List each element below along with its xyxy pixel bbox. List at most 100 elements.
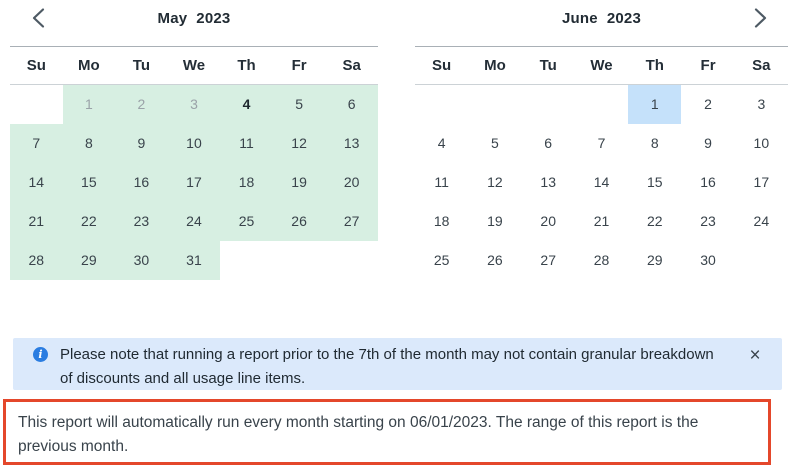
date-cell[interactable]: 14 [10, 162, 63, 202]
date-cell[interactable]: 11 [220, 123, 273, 163]
date-cell[interactable]: 30 [115, 240, 168, 280]
empty-date-cell [575, 85, 628, 124]
schedule-note-text: This report will automatically run every… [18, 414, 699, 455]
date-cell[interactable]: 20 [325, 162, 378, 202]
date-cell[interactable]: 10 [167, 123, 221, 163]
date-cell[interactable]: 20 [540, 213, 556, 229]
close-icon: × [749, 345, 761, 366]
chevron-right-icon [752, 7, 769, 29]
date-cell[interactable]: 28 [10, 240, 63, 280]
date-cell[interactable]: 2 [115, 84, 168, 124]
day-name-fr: Fr [272, 46, 326, 85]
date-cell[interactable]: 5 [491, 135, 499, 151]
date-cell[interactable]: 8 [62, 123, 116, 163]
empty-date-cell [10, 85, 63, 124]
date-cell[interactable]: 29 [62, 240, 116, 280]
date-cell[interactable]: 5 [272, 84, 326, 124]
date-cell[interactable]: 11 [434, 174, 449, 190]
date-cell[interactable]: 7 [597, 135, 606, 151]
day-name-sa: Sa [734, 46, 788, 85]
calendar-june: June 2023 Su Mo Tu We Th Fr Sa [415, 0, 788, 280]
day-name-mo: Mo [468, 46, 522, 85]
date-cell[interactable]: 15 [646, 174, 663, 190]
date-cell[interactable]: 4 [437, 135, 446, 151]
date-cell[interactable]: 1 [628, 84, 682, 124]
date-cell[interactable]: 16 [115, 162, 168, 202]
date-cell[interactable]: 22 [646, 213, 663, 229]
date-cell[interactable]: 27 [325, 201, 378, 241]
date-cell[interactable]: 23 [700, 213, 716, 229]
date-cell[interactable]: 6 [325, 84, 378, 124]
date-cell[interactable]: 4 [220, 84, 273, 124]
date-cell[interactable]: 1 [62, 84, 116, 124]
date-cell[interactable]: 29 [646, 252, 663, 268]
prev-month-button[interactable] [24, 3, 52, 33]
date-cell[interactable]: 2 [704, 96, 712, 113]
day-name-sa: Sa [325, 46, 378, 85]
date-cell[interactable]: 6 [544, 135, 553, 151]
date-cell[interactable]: 17 [167, 162, 221, 202]
date-cell[interactable]: 19 [487, 213, 503, 229]
calendar-june-header: June 2023 [415, 0, 788, 46]
day-name-tu: Tu [521, 46, 575, 85]
banner-close-button[interactable]: × [744, 344, 766, 368]
day-name-we: We [574, 46, 629, 85]
calendar-may-header: May 2023 [10, 0, 378, 46]
date-cell[interactable]: 13 [325, 123, 378, 163]
calendar-june-grid: Su Mo Tu We Th Fr Sa 1 2 3 4 5 6 7 8 9 10 11 12 13 14… [415, 46, 788, 280]
info-banner-text: Please note that running a report prior … [60, 346, 714, 387]
date-cell[interactable]: 23 [115, 201, 168, 241]
date-cell[interactable]: 16 [700, 174, 716, 190]
day-name-tu: Tu [115, 46, 168, 85]
date-cell[interactable]: 12 [272, 123, 326, 163]
day-name-fr: Fr [681, 46, 735, 85]
empty-date-cell [522, 85, 575, 124]
day-name-su: Su [415, 46, 469, 85]
date-cell[interactable]: 10 [753, 135, 770, 151]
date-cell[interactable]: 25 [433, 252, 450, 268]
calendar-year-label: 2023 [606, 10, 641, 27]
next-month-button[interactable] [746, 3, 774, 33]
date-cell[interactable]: 19 [272, 162, 326, 202]
day-name-th: Th [220, 46, 273, 85]
date-cell[interactable]: 7 [10, 123, 63, 163]
calendar-month-label: June [562, 10, 598, 27]
date-cell[interactable]: 24 [753, 213, 770, 229]
day-name-th: Th [628, 46, 682, 85]
calendar-year-label: 2023 [196, 10, 231, 27]
empty-date-cell [325, 241, 378, 280]
date-cell[interactable]: 18 [220, 162, 273, 202]
date-cell[interactable]: 17 [753, 174, 770, 190]
calendar-may-grid: Su Mo Tu We Th Fr Sa 1 2 3 4 5 6 7 8 9 10 11 12 13 14… [10, 46, 378, 280]
date-cell[interactable]: 21 [593, 213, 610, 229]
date-cell[interactable]: 26 [272, 201, 326, 241]
date-cell[interactable]: 3 [167, 84, 221, 124]
date-cell[interactable]: 8 [650, 135, 659, 151]
empty-date-cell [735, 241, 788, 280]
date-cell[interactable]: 21 [10, 201, 63, 241]
info-banner: i Please note that running a report prio… [13, 338, 782, 390]
date-cell[interactable]: 24 [167, 201, 221, 241]
date-cell[interactable]: 30 [700, 252, 716, 268]
date-cell[interactable]: 12 [487, 174, 503, 190]
date-cell[interactable]: 3 [757, 96, 766, 113]
empty-date-cell [273, 241, 326, 280]
day-name-mo: Mo [62, 46, 116, 85]
date-cell[interactable]: 9 [704, 135, 712, 151]
date-cell[interactable]: 26 [487, 252, 503, 268]
date-cell[interactable]: 14 [593, 174, 610, 190]
empty-date-cell [220, 241, 273, 280]
date-cell[interactable]: 25 [220, 201, 273, 241]
date-cell[interactable]: 13 [540, 174, 556, 190]
schedule-note-box: This report will automatically run every… [3, 399, 771, 465]
date-cell[interactable]: 28 [593, 252, 610, 268]
date-cell[interactable]: 31 [167, 240, 221, 280]
date-cell[interactable]: 18 [433, 213, 450, 229]
date-cell[interactable]: 15 [62, 162, 116, 202]
calendar-month-label: May [157, 10, 188, 27]
date-cell[interactable]: 27 [540, 252, 556, 268]
date-cell[interactable]: 22 [62, 201, 116, 241]
date-cell[interactable]: 9 [115, 123, 168, 163]
